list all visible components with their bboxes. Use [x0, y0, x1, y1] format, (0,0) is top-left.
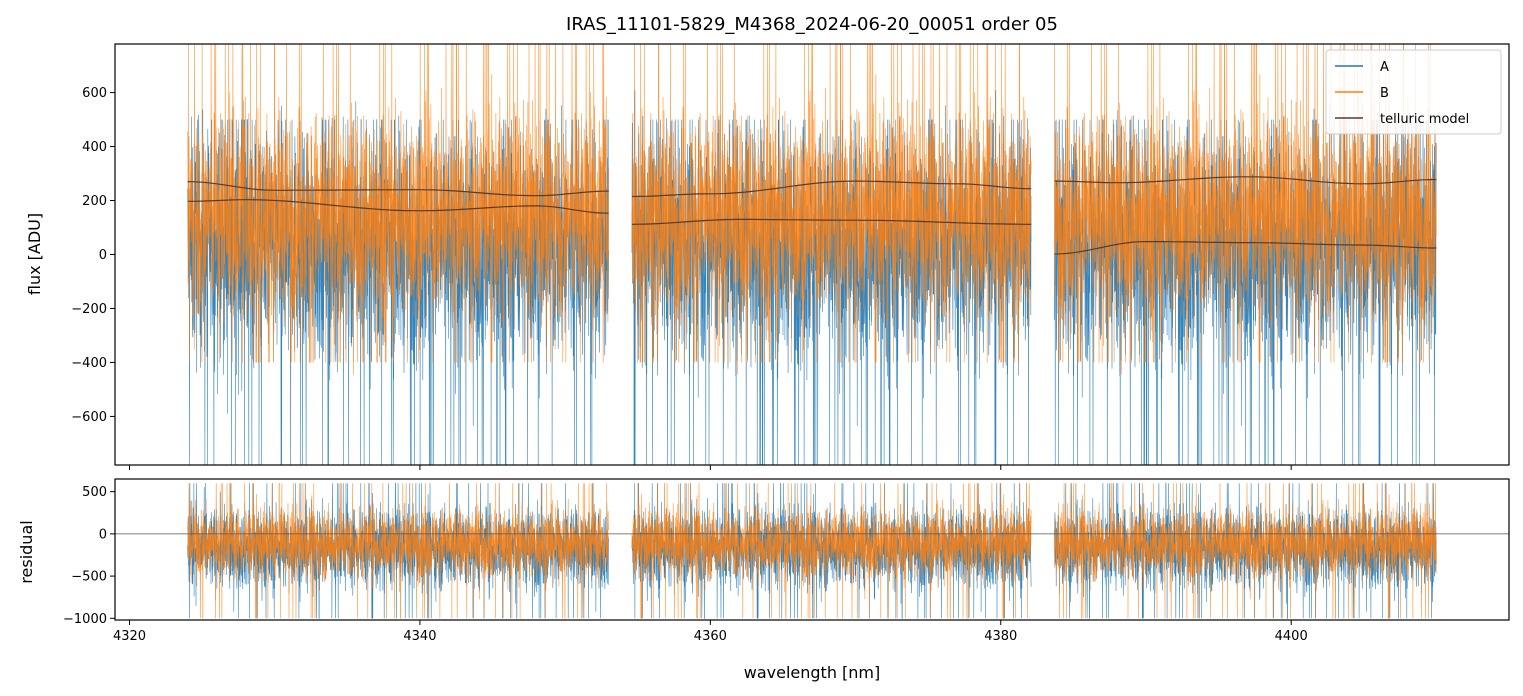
y-tick-label: 200 — [82, 194, 107, 209]
legend-label-b: B — [1380, 86, 1389, 101]
series-b-segment-3 — [1054, 44, 1437, 375]
flux-y-ticks: −600 −400 −200 0 200 400 600 — [71, 86, 115, 425]
telluric-model-curve-2 — [187, 199, 609, 214]
residual-x-ticks: 4320 4340 4360 4380 4400 — [113, 620, 1308, 644]
y-tick-label: 0 — [99, 248, 107, 263]
telluric-model-curve-1 — [187, 181, 609, 197]
x-tick-label: 4400 — [1275, 629, 1308, 644]
x-axis-label: wavelength [nm] — [744, 663, 881, 682]
y-tick-label: −400 — [71, 356, 107, 371]
series-a-segment-2 — [631, 90, 1032, 465]
y-tick-label: −200 — [71, 302, 107, 317]
residual-plot-area — [115, 482, 1509, 619]
series-b-segment-2 — [631, 44, 1032, 375]
residual-b-segment-3 — [1054, 482, 1437, 619]
x-tick-label: 4360 — [694, 629, 727, 644]
x-tick-label: 4320 — [113, 629, 146, 644]
y-tick-label: 0 — [99, 527, 107, 542]
flux-panel: −600 −400 −200 0 200 400 600 flux [ADU] A B te… — [25, 43, 1510, 470]
telluric-model-curve-5 — [1054, 176, 1437, 185]
legend: A B telluric model — [1325, 49, 1502, 135]
telluric-model-curve-6 — [1054, 241, 1437, 255]
x-tick-label: 4380 — [984, 629, 1017, 644]
residual-b-segment-2 — [631, 482, 1032, 619]
residual-axes-frame — [114, 478, 1510, 621]
flux-x-ticks — [129, 465, 1292, 470]
y-tick-label: 500 — [82, 485, 107, 500]
x-tick-label: 4340 — [403, 629, 436, 644]
y-tick-label: −600 — [71, 410, 107, 425]
chart-title: IRAS_11101-5829_M4368_2024-06-20_00051 o… — [566, 14, 1058, 35]
residual-panel: −1000 −500 0 500 4320 4340 4360 4380 4400 resid… — [17, 478, 1510, 682]
legend-label-a: A — [1380, 60, 1389, 75]
flux-plot-area — [187, 44, 1437, 465]
telluric-model-curve-3 — [631, 180, 1032, 198]
residual-y-axis-label: residual — [17, 520, 36, 583]
flux-y-axis-label: flux [ADU] — [25, 213, 44, 295]
telluric-model-curve-4 — [631, 218, 1032, 225]
series-b-segment-1 — [187, 44, 609, 375]
y-tick-label: 400 — [82, 140, 107, 155]
legend-box — [1325, 49, 1502, 135]
residual-y-ticks: −1000 −500 0 500 — [63, 485, 115, 627]
legend-label-telluric: telluric model — [1380, 112, 1469, 127]
residual-b-segment-1 — [187, 482, 609, 619]
y-tick-label: −500 — [71, 570, 107, 585]
y-tick-label: −1000 — [63, 612, 107, 627]
y-tick-label: 600 — [82, 86, 107, 101]
